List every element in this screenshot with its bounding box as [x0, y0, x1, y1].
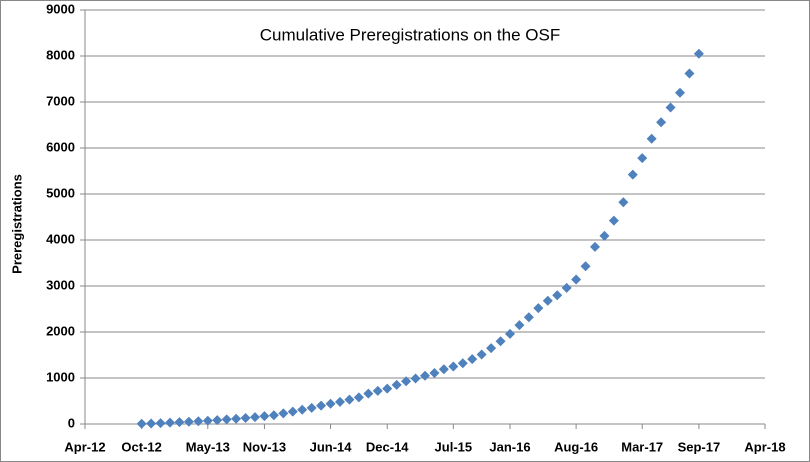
x-tick-label: Apr-12: [64, 439, 105, 454]
point: [212, 415, 223, 426]
point: [656, 117, 667, 128]
point: [221, 414, 232, 425]
point: [401, 376, 412, 387]
point: [136, 418, 147, 429]
point: [448, 361, 459, 372]
point: [665, 102, 676, 113]
x-tick-label: Apr-18: [744, 439, 785, 454]
y-tick-label: 5000: [46, 185, 75, 200]
y-tick-label: 9000: [46, 1, 75, 16]
point: [486, 343, 497, 354]
point: [457, 358, 468, 369]
x-tick-label: Sep-17: [678, 439, 721, 454]
chart-title: Cumulative Preregistrations on the OSF: [260, 25, 560, 44]
y-tick-label: 6000: [46, 139, 75, 154]
point: [193, 416, 204, 427]
point: [495, 336, 506, 347]
point: [429, 367, 440, 378]
y-tick-label: 7000: [46, 93, 75, 108]
y-tick-label: 3000: [46, 277, 75, 292]
point: [533, 303, 544, 314]
point: [627, 169, 638, 180]
point: [608, 215, 619, 226]
y-tick-label: 0: [68, 415, 75, 430]
x-tick-label: Jan-16: [489, 439, 530, 454]
point: [561, 282, 572, 293]
point: [231, 413, 242, 424]
point: [467, 354, 478, 365]
point: [250, 412, 260, 423]
x-tick-label: Nov-13: [243, 439, 286, 454]
point: [306, 402, 317, 413]
point: [259, 411, 270, 422]
point: [514, 320, 525, 331]
point: [287, 406, 298, 417]
point: [240, 413, 251, 424]
point: [155, 418, 166, 429]
y-tick-label: 2000: [46, 323, 75, 338]
x-tick-label: Oct-12: [121, 439, 161, 454]
point: [174, 417, 185, 428]
x-tick-label: Mar-17: [621, 439, 663, 454]
point: [363, 388, 374, 399]
point: [693, 48, 704, 59]
point: [505, 328, 515, 339]
point: [146, 418, 157, 429]
y-tick-label: 1000: [46, 369, 75, 384]
point: [335, 396, 345, 407]
y-tick-label: 4000: [46, 231, 75, 246]
x-tick-label: Jul-15: [435, 439, 473, 454]
point: [523, 312, 534, 323]
point: [571, 274, 582, 285]
point: [637, 153, 648, 164]
y-axis-label: Preregistrations: [9, 174, 24, 274]
point: [372, 385, 383, 396]
point: [580, 261, 591, 272]
point: [476, 349, 487, 360]
x-tick-label: Dec-14: [366, 439, 409, 454]
point: [316, 400, 327, 411]
point: [590, 241, 600, 252]
point: [344, 394, 355, 405]
point: [353, 392, 364, 403]
point: [552, 290, 563, 301]
point: [599, 230, 610, 241]
point: [410, 373, 421, 384]
point: [646, 133, 657, 144]
point: [165, 417, 175, 428]
point: [391, 379, 402, 390]
point: [268, 410, 279, 421]
point: [297, 404, 308, 415]
point: [618, 197, 629, 208]
y-tick-label: 8000: [46, 47, 75, 62]
point: [438, 364, 449, 375]
point: [675, 87, 685, 98]
point: [542, 295, 553, 306]
point: [684, 68, 695, 79]
point: [420, 370, 430, 381]
x-tick-label: Jun-14: [310, 439, 353, 454]
point: [202, 415, 213, 426]
x-tick-label: May-13: [186, 439, 230, 454]
point: [325, 398, 336, 409]
point: [382, 383, 393, 394]
point: [278, 408, 289, 419]
point: [183, 416, 194, 427]
x-tick-label: Aug-16: [554, 439, 598, 454]
